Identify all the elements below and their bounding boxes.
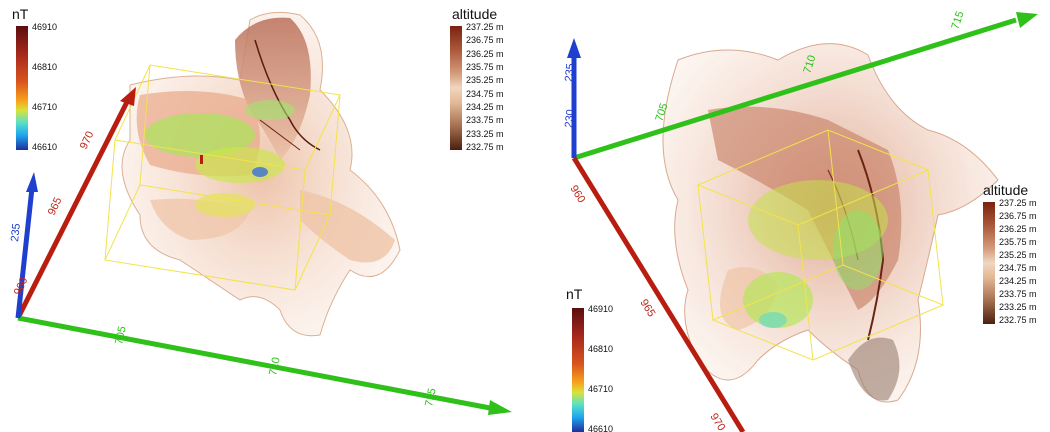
axis-red	[15, 87, 136, 320]
nt-tick: 46910	[588, 304, 614, 314]
right-3d-view[interactable]: 705 710 715 960 965 970 235 230 altitude…	[528, 0, 1050, 432]
altitude-legend: altitude 237.25 m 236.75 m 236.25 m 235.…	[983, 182, 1050, 332]
nt-tick: 46710	[588, 384, 614, 394]
axis-label-blue-235: 235	[563, 63, 577, 83]
axis-red	[571, 156, 746, 432]
nt-legend-title: nT	[566, 286, 583, 302]
altitude-tick: 236.25 m	[466, 48, 504, 59]
nt-legend: nT 46910 46810 46710 46610	[562, 286, 632, 432]
altitude-tick: 237.25 m	[999, 198, 1037, 208]
altitude-tick: 233.75 m	[466, 115, 504, 126]
axis-label-green-710: 710	[267, 356, 283, 376]
axis-label-red-970: 970	[707, 411, 727, 432]
magnetic-data-points	[743, 180, 888, 328]
altitude-tick: 235.25 m	[466, 75, 504, 86]
axis-label-blue-235: 235	[9, 223, 23, 243]
magnetic-data-points	[145, 100, 295, 217]
altitude-tick: 233.75 m	[999, 289, 1037, 299]
nt-colorbar	[16, 26, 28, 150]
axis-label-green-715: 715	[949, 10, 966, 31]
axis-label-green-705: 705	[113, 325, 129, 345]
altitude-colorbar	[983, 202, 995, 324]
altitude-legend: altitude 237.25 m 236.75 m 236.25 m 235.…	[450, 6, 522, 156]
nt-tick: 46810	[588, 344, 614, 354]
altitude-tick: 237.25 m	[466, 22, 504, 32]
altitude-tick: 234.25 m	[999, 276, 1037, 286]
axis-label-blue-230: 230	[563, 109, 577, 129]
nt-colorbar	[572, 308, 584, 432]
axis-green	[573, 12, 1038, 161]
bounding-box	[696, 129, 945, 361]
axis-blue	[567, 38, 581, 158]
altitude-colorbar	[450, 26, 462, 150]
axis-label-red-965: 965	[637, 297, 657, 319]
bounding-box	[104, 64, 341, 291]
altitude-tick: 233.25 m	[999, 302, 1037, 312]
altitude-legend-title: altitude	[452, 6, 498, 22]
nt-legend-title: nT	[12, 6, 29, 22]
nt-tick: 46810	[32, 62, 58, 72]
altitude-tick: 233.25 m	[466, 128, 504, 139]
altitude-tick: 235.75 m	[999, 237, 1037, 247]
altitude-tick: 236.75 m	[466, 35, 504, 46]
left-scene: 970 965 960 705 710 715 235	[9, 11, 512, 415]
altitude-legend-title: altitude	[983, 182, 1029, 198]
altitude-tick: 234.75 m	[466, 88, 504, 99]
altitude-tick: 235.25 m	[999, 250, 1037, 260]
altitude-tick: 234.25 m	[466, 102, 504, 112]
altitude-tick: 232.75 m	[999, 315, 1037, 325]
axis-label-red-960: 960	[567, 183, 587, 205]
nt-tick: 46610	[32, 142, 58, 152]
altitude-tick: 232.75 m	[466, 142, 504, 152]
axis-blue	[15, 172, 38, 319]
right-scene: 705 710 715 960 965 970 235 230	[563, 10, 1038, 432]
nt-tick: 46610	[588, 424, 614, 432]
axis-label-red-970: 970	[78, 130, 97, 152]
axis-label-green-705: 705	[653, 102, 670, 123]
nt-legend: nT 46910 46810 46710 46610	[4, 6, 74, 156]
nt-tick: 46910	[32, 22, 58, 32]
axis-label-green-715: 715	[423, 387, 439, 407]
altitude-tick: 236.25 m	[999, 224, 1037, 234]
axis-label-red-965: 965	[46, 196, 65, 218]
axis-label-green-710: 710	[801, 54, 818, 75]
altitude-tick: 235.75 m	[466, 62, 504, 72]
altitude-tick: 234.75 m	[999, 263, 1037, 273]
left-3d-view[interactable]: 970 965 960 705 710 715 235 nT 46910 468…	[0, 0, 522, 432]
nt-tick: 46710	[32, 102, 58, 112]
altitude-tick: 236.75 m	[999, 211, 1037, 221]
axis-green	[17, 315, 512, 415]
